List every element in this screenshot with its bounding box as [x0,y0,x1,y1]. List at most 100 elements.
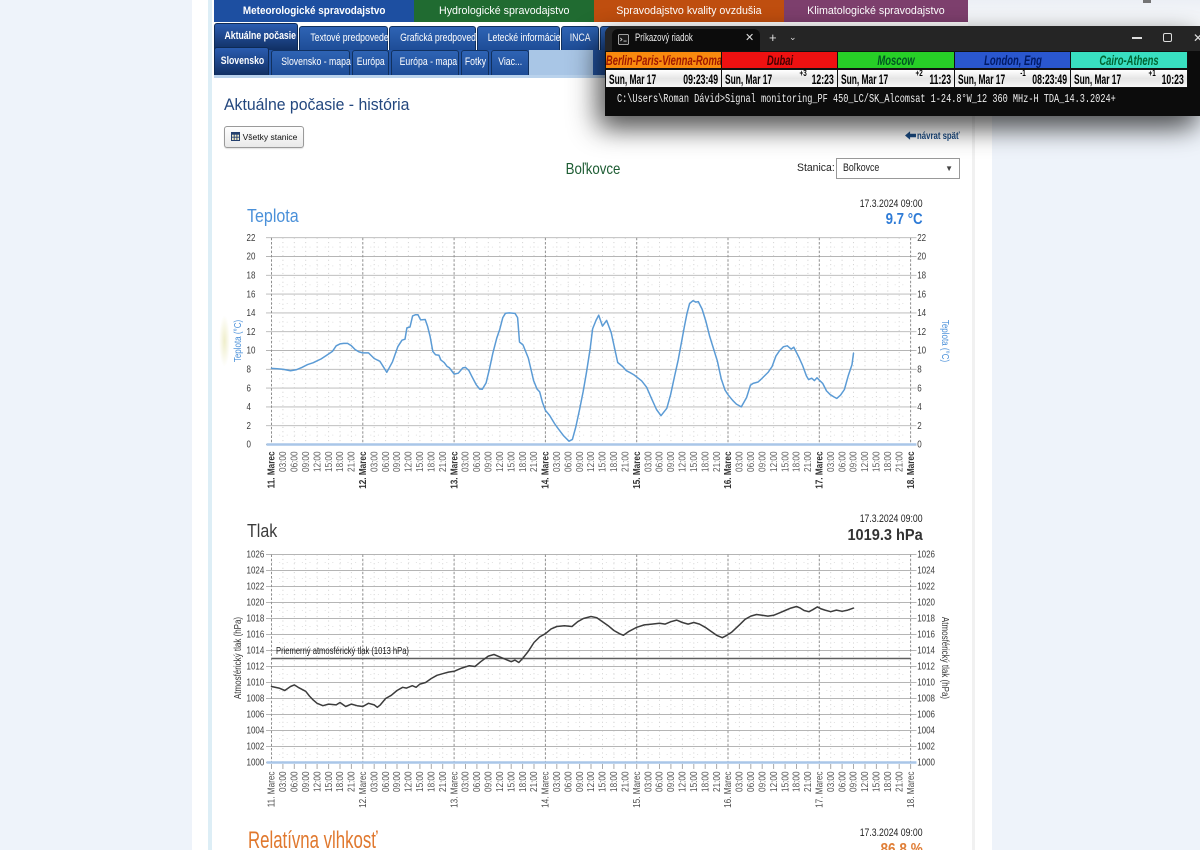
svg-text:1022: 1022 [917,581,935,592]
svg-text:Atmosférický tlak (hPa): Atmosférický tlak (hPa) [940,617,951,699]
svg-text:15:00: 15:00 [688,772,699,792]
svg-text:1024: 1024 [917,565,935,576]
svg-text:21:00: 21:00 [711,772,722,792]
svg-text:06:00: 06:00 [289,772,300,792]
svg-text:09:00: 09:00 [391,772,402,792]
svg-text:09:00: 09:00 [757,452,768,472]
svg-text:12: 12 [247,326,256,337]
svg-text:1014: 1014 [247,645,265,656]
svg-text:17. Marec: 17. Marec [814,452,825,489]
svg-text:18:00: 18:00 [791,452,802,472]
svg-text:15:00: 15:00 [688,452,699,472]
svg-text:8: 8 [917,364,921,375]
svg-text:18:00: 18:00 [517,772,528,792]
svg-text:1026: 1026 [247,549,265,560]
svg-text:12:00: 12:00 [768,452,779,472]
svg-text:18: 18 [247,270,256,281]
svg-text:21:00: 21:00 [620,452,631,472]
svg-text:22: 22 [247,232,256,243]
svg-text:1022: 1022 [247,581,265,592]
svg-text:21:00: 21:00 [346,452,357,472]
svg-text:15:00: 15:00 [871,452,882,472]
svg-text:06:00: 06:00 [654,452,665,472]
svg-text:15:00: 15:00 [323,772,334,792]
svg-text:21:00: 21:00 [620,772,631,792]
svg-text:1016: 1016 [247,629,265,640]
svg-text:06:00: 06:00 [471,772,482,792]
svg-text:03:00: 03:00 [460,772,471,792]
svg-text:1018: 1018 [247,613,265,624]
svg-text:06:00: 06:00 [563,452,574,472]
svg-text:15:00: 15:00 [597,452,608,472]
svg-text:03:00: 03:00 [551,452,562,472]
svg-text:16. Marec: 16. Marec [722,452,733,489]
svg-text:18:00: 18:00 [700,452,711,472]
svg-text:1000: 1000 [917,757,935,768]
svg-text:14. Marec: 14. Marec [540,452,551,489]
svg-text:16. Marec: 16. Marec [722,771,733,808]
svg-text:1004: 1004 [917,725,935,736]
svg-text:21:00: 21:00 [894,452,905,472]
svg-text:6: 6 [247,382,251,393]
svg-text:21:00: 21:00 [528,452,539,472]
svg-text:03:00: 03:00 [643,452,654,472]
svg-text:18:00: 18:00 [882,772,893,792]
svg-text:1018: 1018 [917,613,935,624]
svg-text:03:00: 03:00 [369,452,380,472]
svg-text:14: 14 [247,307,256,318]
svg-text:21:00: 21:00 [528,772,539,792]
svg-text:06:00: 06:00 [471,452,482,472]
svg-text:06:00: 06:00 [380,772,391,792]
svg-text:09:00: 09:00 [483,452,494,472]
svg-text:12:00: 12:00 [494,772,505,792]
svg-text:15:00: 15:00 [780,772,791,792]
svg-text:09:00: 09:00 [483,772,494,792]
svg-text:09:00: 09:00 [665,772,676,792]
svg-text:0: 0 [917,439,921,450]
svg-text:12:00: 12:00 [312,452,323,472]
svg-text:1012: 1012 [917,661,935,672]
svg-text:06:00: 06:00 [837,772,848,792]
svg-text:12:00: 12:00 [403,772,414,792]
svg-text:1006: 1006 [247,709,265,720]
svg-text:Teplota (°C): Teplota (°C) [940,320,951,362]
svg-text:12: 12 [917,326,926,337]
svg-text:21:00: 21:00 [437,452,448,472]
svg-text:1008: 1008 [247,693,265,704]
svg-text:18: 18 [917,270,926,281]
svg-text:15:00: 15:00 [780,452,791,472]
svg-text:12:00: 12:00 [585,772,596,792]
svg-text:18:00: 18:00 [608,772,619,792]
svg-text:1020: 1020 [917,597,935,608]
svg-text:18:00: 18:00 [334,772,345,792]
svg-text:03:00: 03:00 [277,772,288,792]
svg-text:09:00: 09:00 [757,772,768,792]
svg-text:1002: 1002 [917,741,935,752]
svg-text:06:00: 06:00 [563,772,574,792]
svg-text:18:00: 18:00 [426,772,437,792]
svg-text:03:00: 03:00 [551,772,562,792]
svg-text:18:00: 18:00 [700,772,711,792]
svg-text:09:00: 09:00 [848,772,859,792]
svg-text:09:00: 09:00 [574,452,585,472]
svg-text:6: 6 [917,382,921,393]
svg-text:18:00: 18:00 [608,452,619,472]
svg-text:1024: 1024 [247,565,265,576]
svg-text:18:00: 18:00 [334,452,345,472]
svg-text:21:00: 21:00 [802,772,813,792]
svg-text:03:00: 03:00 [460,452,471,472]
svg-text:8: 8 [247,364,251,375]
svg-text:1010: 1010 [247,677,265,688]
svg-text:1026: 1026 [917,549,935,560]
svg-text:1002: 1002 [247,741,265,752]
svg-text:03:00: 03:00 [734,452,745,472]
svg-text:12. Marec: 12. Marec [357,771,368,808]
svg-text:15:00: 15:00 [871,772,882,792]
svg-text:03:00: 03:00 [825,772,836,792]
svg-text:4: 4 [917,401,921,412]
svg-text:14: 14 [917,307,926,318]
svg-text:0: 0 [247,439,251,450]
svg-text:03:00: 03:00 [734,772,745,792]
svg-text:15. Marec: 15. Marec [631,771,642,808]
svg-text:17. Marec: 17. Marec [814,771,825,808]
